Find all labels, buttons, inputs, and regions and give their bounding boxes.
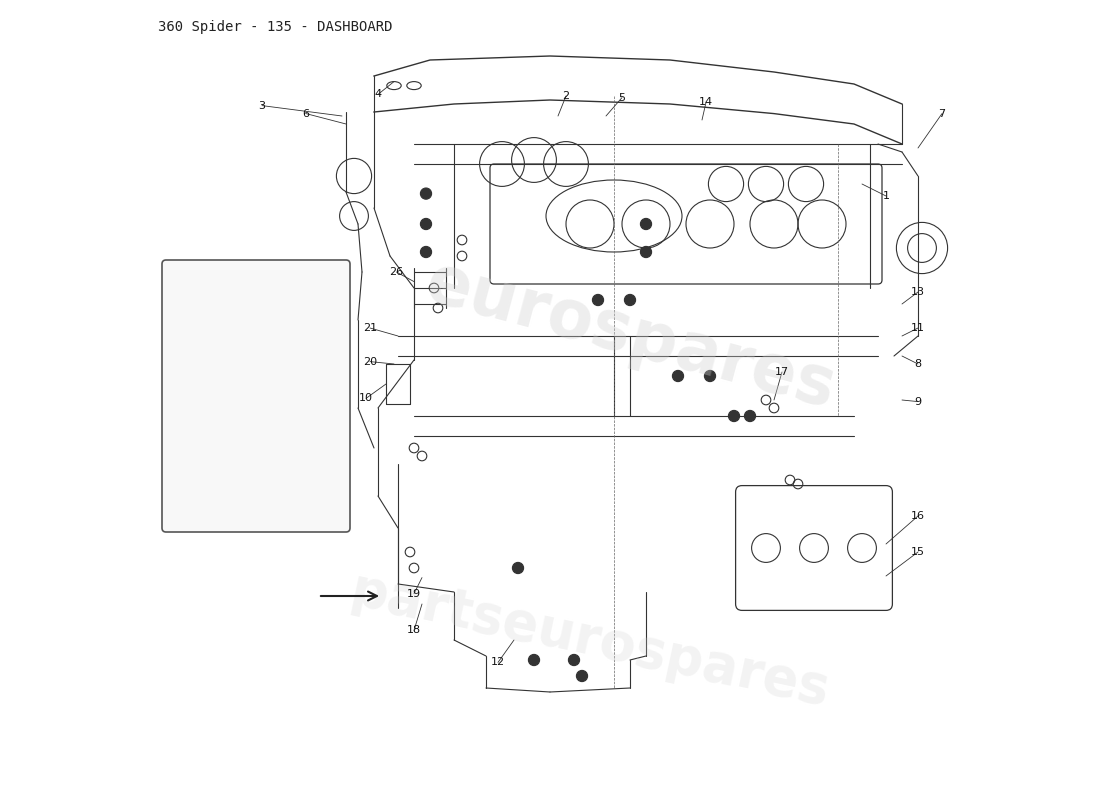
Circle shape [704,370,716,382]
Text: 23: 23 [314,451,328,461]
Circle shape [290,444,298,452]
Text: 19: 19 [407,589,421,598]
Text: 20: 20 [363,357,377,366]
Text: 18: 18 [407,626,421,635]
Text: 10: 10 [359,394,373,403]
Text: 8: 8 [914,359,922,369]
Text: 5: 5 [618,93,626,102]
Circle shape [286,412,294,420]
Circle shape [576,670,587,682]
Circle shape [270,400,278,408]
Circle shape [528,654,540,666]
Text: 9: 9 [914,397,922,406]
Text: 2: 2 [562,91,570,101]
FancyBboxPatch shape [162,260,350,532]
Text: 16: 16 [911,511,925,521]
Text: 1: 1 [882,191,890,201]
Text: 22: 22 [314,411,328,421]
Text: 7: 7 [938,109,946,118]
Circle shape [745,410,756,422]
Text: eurospares: eurospares [418,250,843,422]
Text: 14: 14 [698,98,713,107]
Circle shape [728,410,739,422]
Text: 15: 15 [911,547,925,557]
Text: 21: 21 [363,323,377,333]
Text: 11: 11 [911,323,925,333]
Text: 25: 25 [314,395,328,405]
Text: 12: 12 [491,658,505,667]
Text: 4: 4 [374,90,382,99]
Circle shape [569,654,580,666]
Text: 13: 13 [911,287,925,297]
Text: 3: 3 [258,101,265,110]
Text: 6: 6 [302,109,309,118]
Text: 17: 17 [774,367,789,377]
Text: partseurospares: partseurospares [345,564,835,716]
Circle shape [420,188,431,199]
Circle shape [420,246,431,258]
Text: 360 Spider - 135 - DASHBOARD: 360 Spider - 135 - DASHBOARD [158,20,393,34]
Circle shape [420,218,431,230]
Circle shape [640,218,651,230]
Text: 26: 26 [389,267,404,277]
Circle shape [640,246,651,258]
Text: Amplifier system: Amplifier system [200,499,312,512]
Circle shape [625,294,636,306]
Circle shape [593,294,604,306]
Text: Impianto amplificatore: Impianto amplificatore [180,478,331,490]
Circle shape [672,370,683,382]
Text: 24: 24 [314,431,328,441]
Circle shape [513,562,524,574]
